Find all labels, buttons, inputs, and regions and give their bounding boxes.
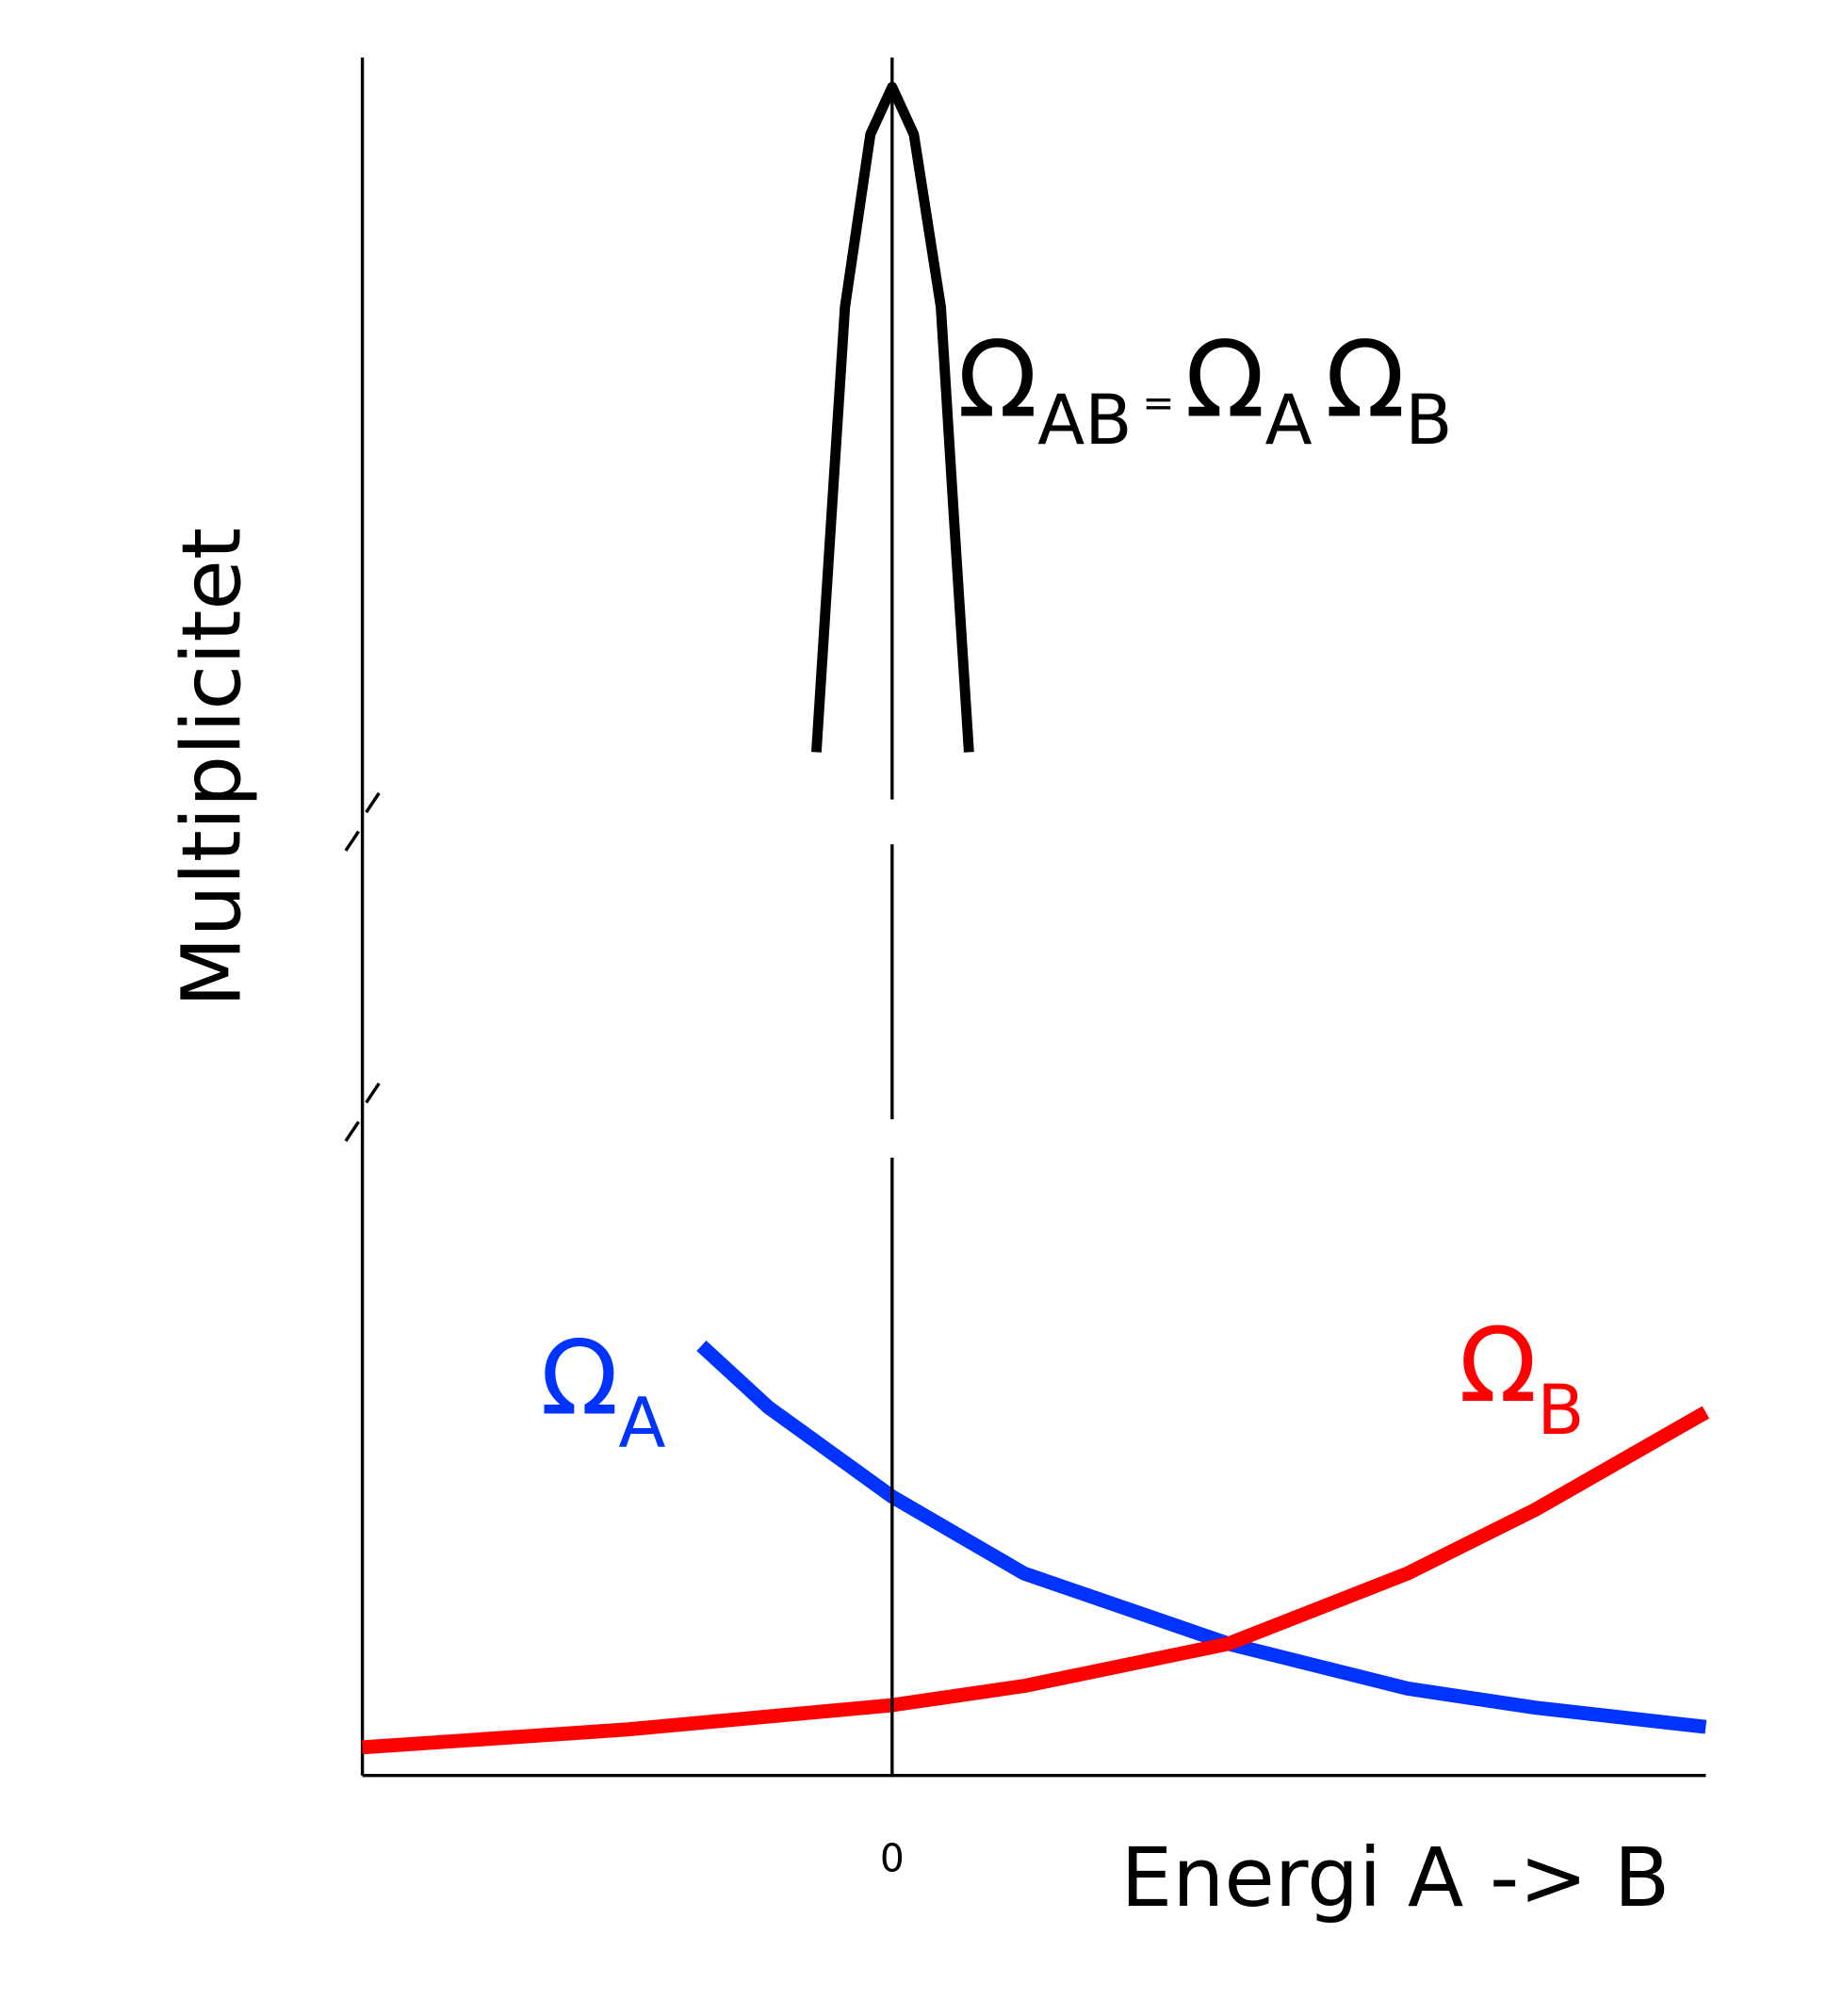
- legend-subscript: B: [1537, 1371, 1584, 1451]
- x-tick-label: 0: [880, 1836, 905, 1881]
- legend-label: ΩB: [1459, 1306, 1584, 1451]
- y-axis-label: Multiplicitet: [164, 528, 259, 1007]
- axis-break: [344, 791, 381, 1143]
- legend-name: Ω: [1459, 1306, 1537, 1425]
- line: [696, 1340, 1707, 1734]
- legend-name: Ω: [540, 1318, 618, 1438]
- annotation-part: B: [1405, 381, 1452, 461]
- annotation-part: Ω: [1325, 319, 1405, 441]
- legend-label: ΩA: [540, 1318, 665, 1463]
- annotation: ΩAB = ΩA ΩB: [957, 319, 1453, 461]
- line: [362, 1406, 1710, 1755]
- annotation-part: Ω: [1184, 319, 1264, 441]
- annotation-part: AB: [1037, 381, 1132, 461]
- annotation-part: Ω: [957, 319, 1037, 441]
- x-axis-label: Energi A -> B: [1120, 1830, 1670, 1926]
- annotation-part: A: [1264, 381, 1312, 461]
- legend-subscript: A: [618, 1384, 665, 1464]
- annotation-part: =: [1142, 380, 1174, 425]
